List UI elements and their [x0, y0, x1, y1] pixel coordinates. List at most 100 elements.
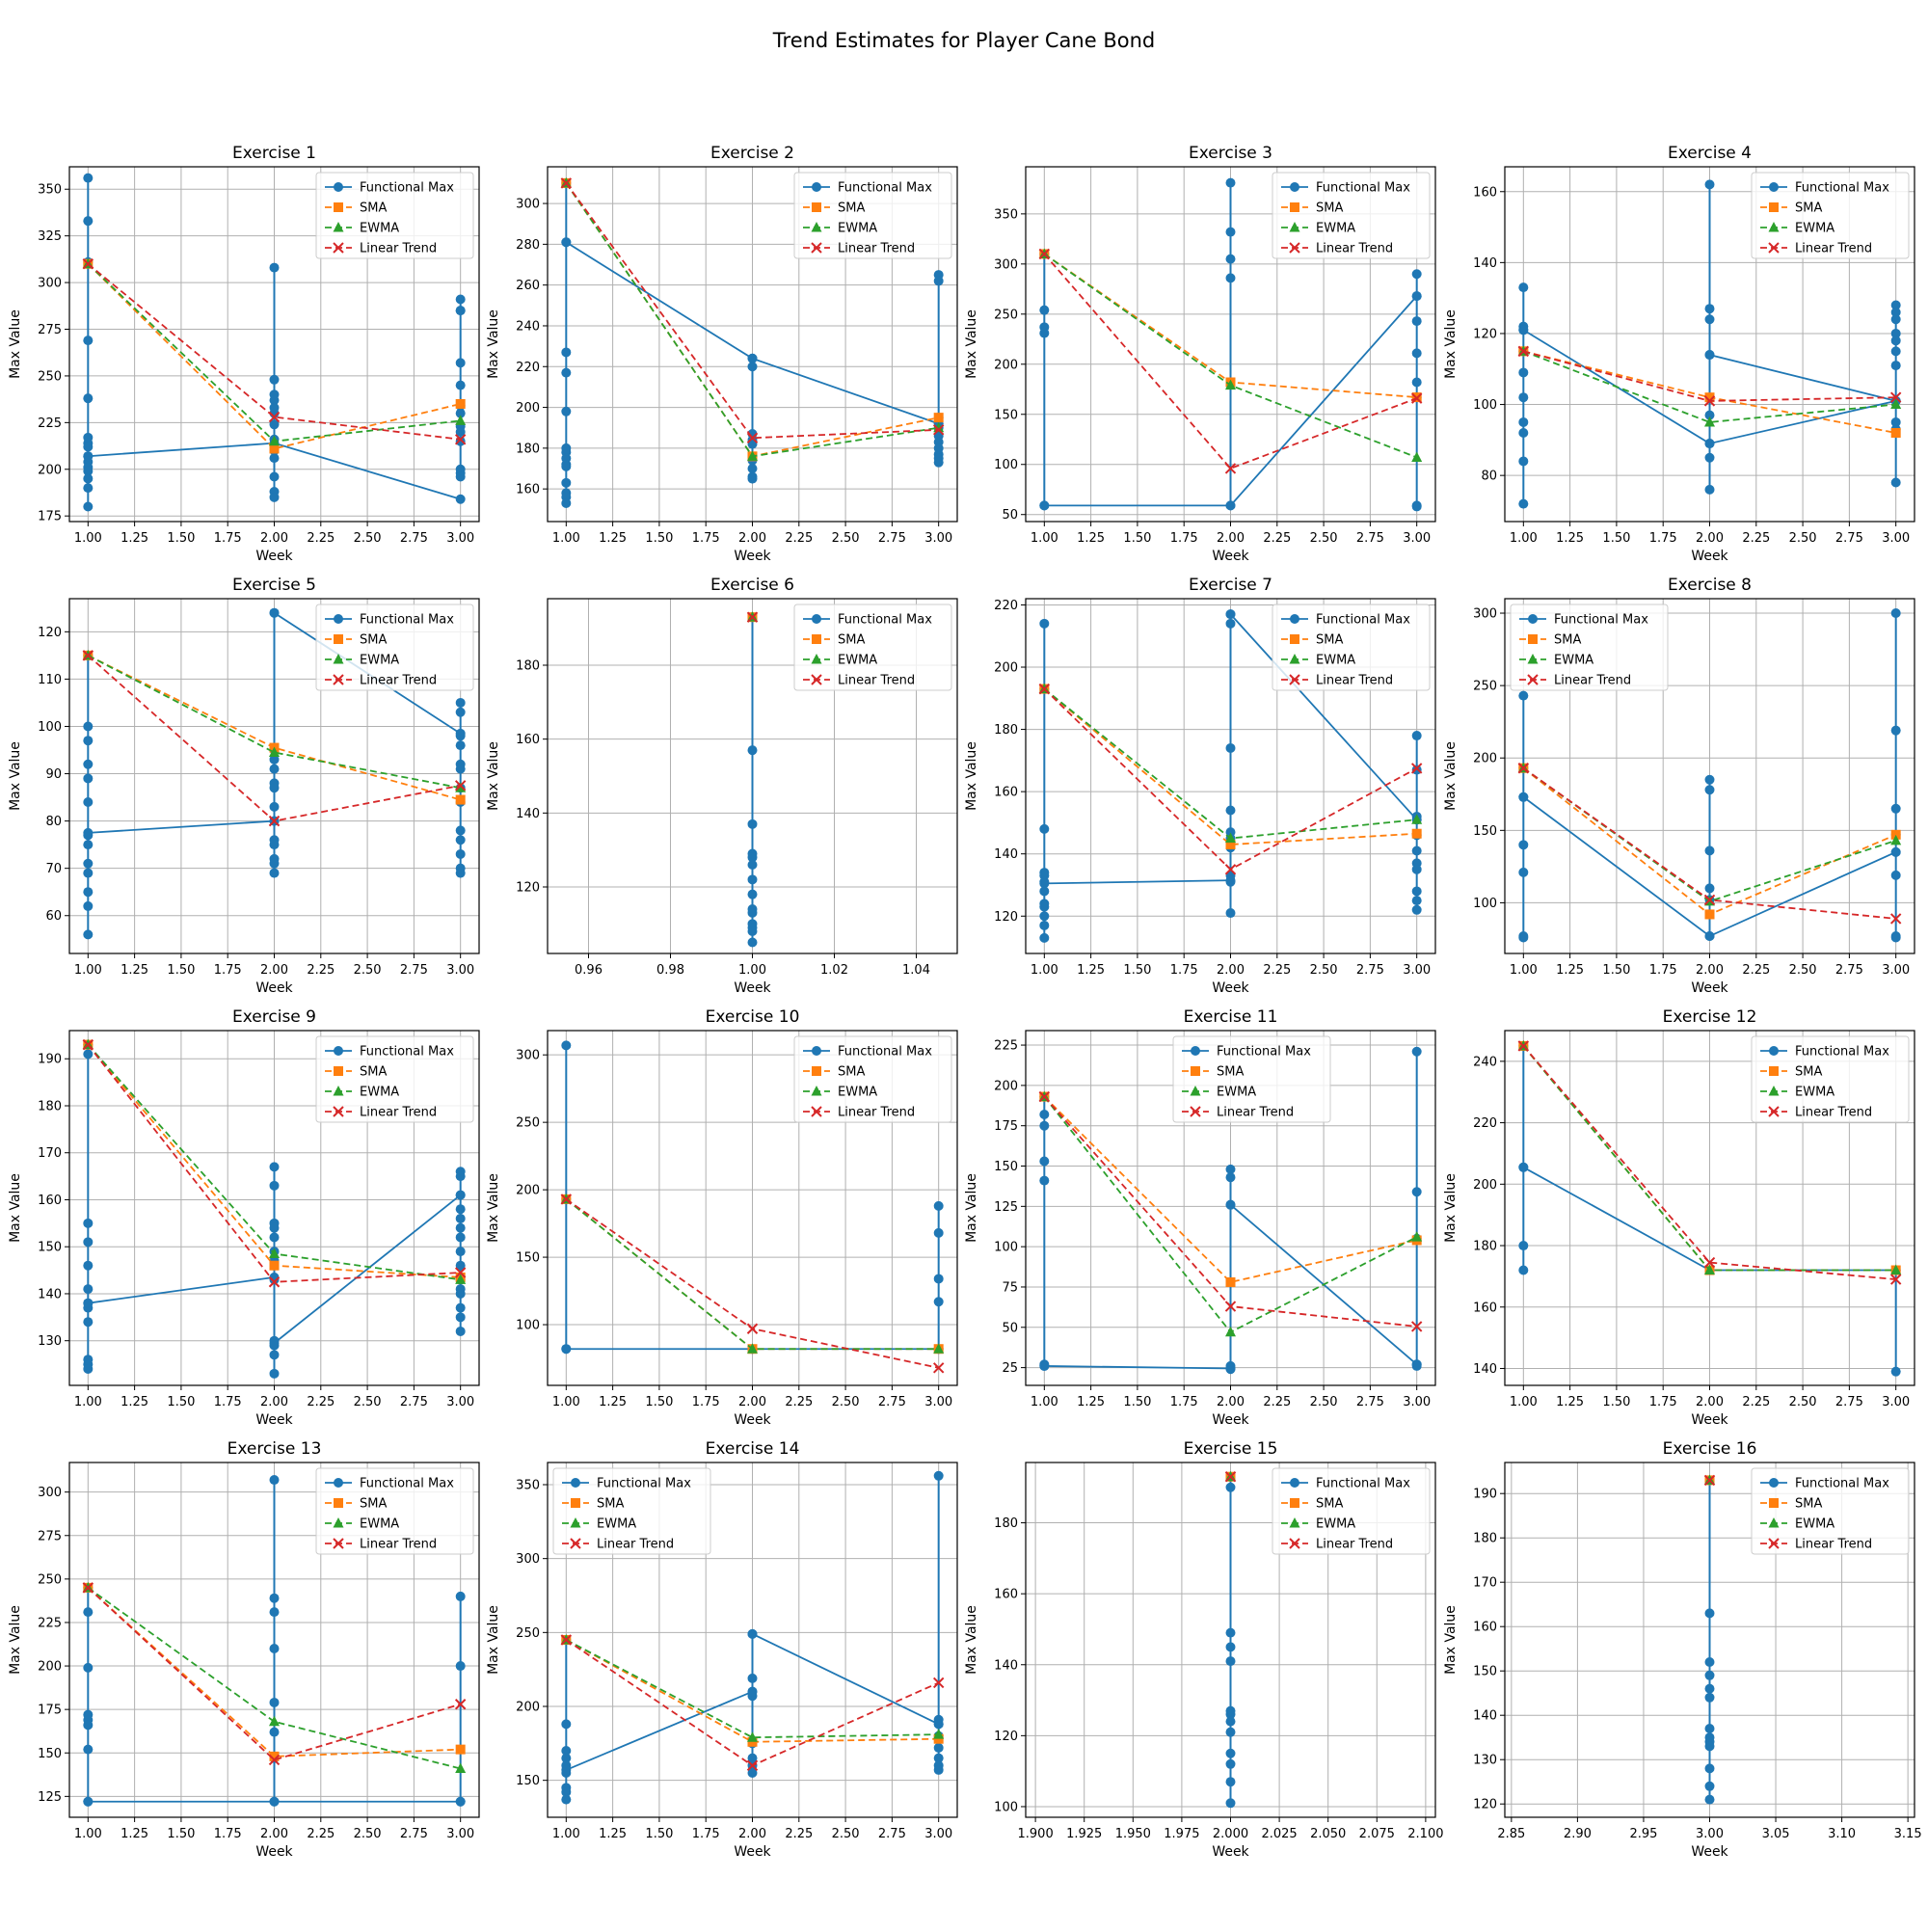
legend-label: SMA [1316, 201, 1343, 216]
functional-max-point [933, 1297, 944, 1307]
functional-max-point [1518, 690, 1529, 701]
functional-max-point [747, 1686, 758, 1697]
functional-max-point [1890, 608, 1901, 619]
linear-trend-point [454, 1699, 467, 1710]
y-tick-label: 200 [38, 1660, 62, 1675]
functional-max-point [83, 1317, 94, 1328]
x-tick-label: 3.00 [1882, 531, 1910, 546]
ewma-line [1522, 350, 1896, 423]
legend-marker [1528, 634, 1538, 644]
functional-max-point [455, 1204, 466, 1215]
linear-trend-point [1889, 391, 1902, 403]
plot-area [1224, 1470, 1237, 1809]
legend-marker [1289, 242, 1300, 254]
linear-trend-point [932, 1677, 945, 1689]
plot-area [82, 173, 467, 512]
functional-max-point [747, 1628, 758, 1639]
legend-label: Functional Max [838, 181, 932, 196]
y-tick-label: 175 [38, 510, 62, 524]
plot-area [1517, 608, 1902, 943]
ewma-line [565, 1639, 939, 1739]
legend-marker [1769, 1066, 1779, 1076]
x-tick-label: 1.50 [1123, 963, 1151, 978]
functional-max-point [1225, 500, 1236, 511]
ewma-point [1411, 451, 1423, 462]
y-tick-label: 350 [38, 183, 62, 198]
functional-max-point [1890, 328, 1901, 338]
subplot-title: Exercise 2 [710, 144, 794, 163]
y-tick-label: 225 [38, 1616, 62, 1630]
functional-max-line [752, 1633, 940, 1726]
functional-max-point [1411, 377, 1422, 388]
functional-max-point [1704, 1608, 1715, 1619]
x-tick-label: 1.50 [1602, 963, 1630, 978]
x-tick-label: 3.00 [1403, 1395, 1431, 1409]
functional-max-point [933, 1764, 944, 1775]
y-tick-label: 120 [516, 881, 540, 896]
x-tick-label: 1.00 [552, 1395, 580, 1409]
linear-trend-point [932, 1362, 945, 1374]
linear-trend-point [82, 650, 94, 661]
functional-max-point [561, 477, 572, 488]
x-tick-label: 1.75 [1170, 963, 1198, 978]
legend-label: Functional Max [360, 1045, 454, 1060]
legend-marker [571, 1498, 580, 1508]
functional-max-point [1518, 1241, 1529, 1251]
legend: Functional Max SMA EWMA Linear Trend [1172, 1035, 1331, 1123]
x-tick-label: 3.15 [1894, 1827, 1922, 1841]
sma-point [747, 1736, 758, 1747]
legend-marker [811, 654, 822, 664]
x-axis-label: Week [734, 980, 771, 996]
x-tick-label: 1.25 [120, 531, 148, 546]
legend-marker [812, 1046, 821, 1056]
functional-max-point [1225, 1172, 1236, 1183]
y-tick-label: 180 [994, 723, 1018, 738]
legend-marker [1527, 654, 1539, 664]
sma-point [1704, 392, 1715, 403]
x-tick-label: 2.25 [1263, 963, 1291, 978]
y-tick-label: 175 [994, 1119, 1018, 1134]
legend-box [1751, 1035, 1910, 1123]
legend-label: EWMA [1217, 1086, 1256, 1100]
legend-marker [1769, 1478, 1779, 1488]
y-tick-label: 350 [994, 207, 1018, 222]
functional-max-point [1225, 618, 1236, 629]
sma-point [1890, 829, 1901, 840]
functional-max-point [1704, 314, 1715, 325]
x-tick-label: 1.25 [1556, 963, 1584, 978]
x-axis-label: Week [734, 1844, 771, 1860]
x-tick-label: 1.75 [1649, 1395, 1677, 1409]
functional-max-point [83, 1363, 94, 1374]
x-tick-label: 1.25 [1556, 531, 1584, 546]
linear-trend-point [82, 258, 94, 270]
x-tick-label: 1.00 [1031, 531, 1058, 546]
x-tick-label: 1.00 [74, 531, 102, 546]
linear-trend-point [1038, 1090, 1051, 1103]
linear-trend-point [268, 1276, 281, 1288]
x-tick-label: 2.75 [1835, 531, 1863, 546]
legend-marker [334, 1046, 343, 1056]
x-tick-label: 3.00 [924, 1395, 952, 1409]
y-tick-label: 260 [516, 279, 540, 293]
ewma-point [1890, 398, 1902, 410]
x-tick-label: 1.950 [1115, 1827, 1151, 1841]
linear-trend-point [1517, 345, 1530, 358]
functional-max-point [1225, 1164, 1236, 1174]
functional-max-point [1518, 498, 1529, 509]
legend-label: Linear Trend [360, 1106, 437, 1120]
x-tick-label: 2.25 [785, 1395, 813, 1409]
x-tick-label: 2.25 [307, 531, 335, 546]
subplot-exercise-12: 1.00 1.25 1.50 1.75 2.00 2.25 2.50 2.75 3.00 140 1… [1443, 1007, 1915, 1428]
axes-frame [1504, 1462, 1915, 1818]
functional-max-point [455, 494, 466, 504]
functional-max-point [83, 1662, 94, 1673]
legend-marker [1768, 1086, 1780, 1096]
functional-max-point [83, 1237, 94, 1248]
legend-label: Functional Max [1316, 181, 1410, 196]
functional-max-point [1225, 1363, 1236, 1374]
linear-trend-point [932, 424, 945, 436]
legend: Functional Max SMA EWMA Linear Trend [1751, 1467, 1910, 1555]
functional-max-point [933, 1742, 944, 1753]
legend-label: SMA [1795, 201, 1822, 216]
subplot-title: Exercise 1 [232, 144, 316, 163]
